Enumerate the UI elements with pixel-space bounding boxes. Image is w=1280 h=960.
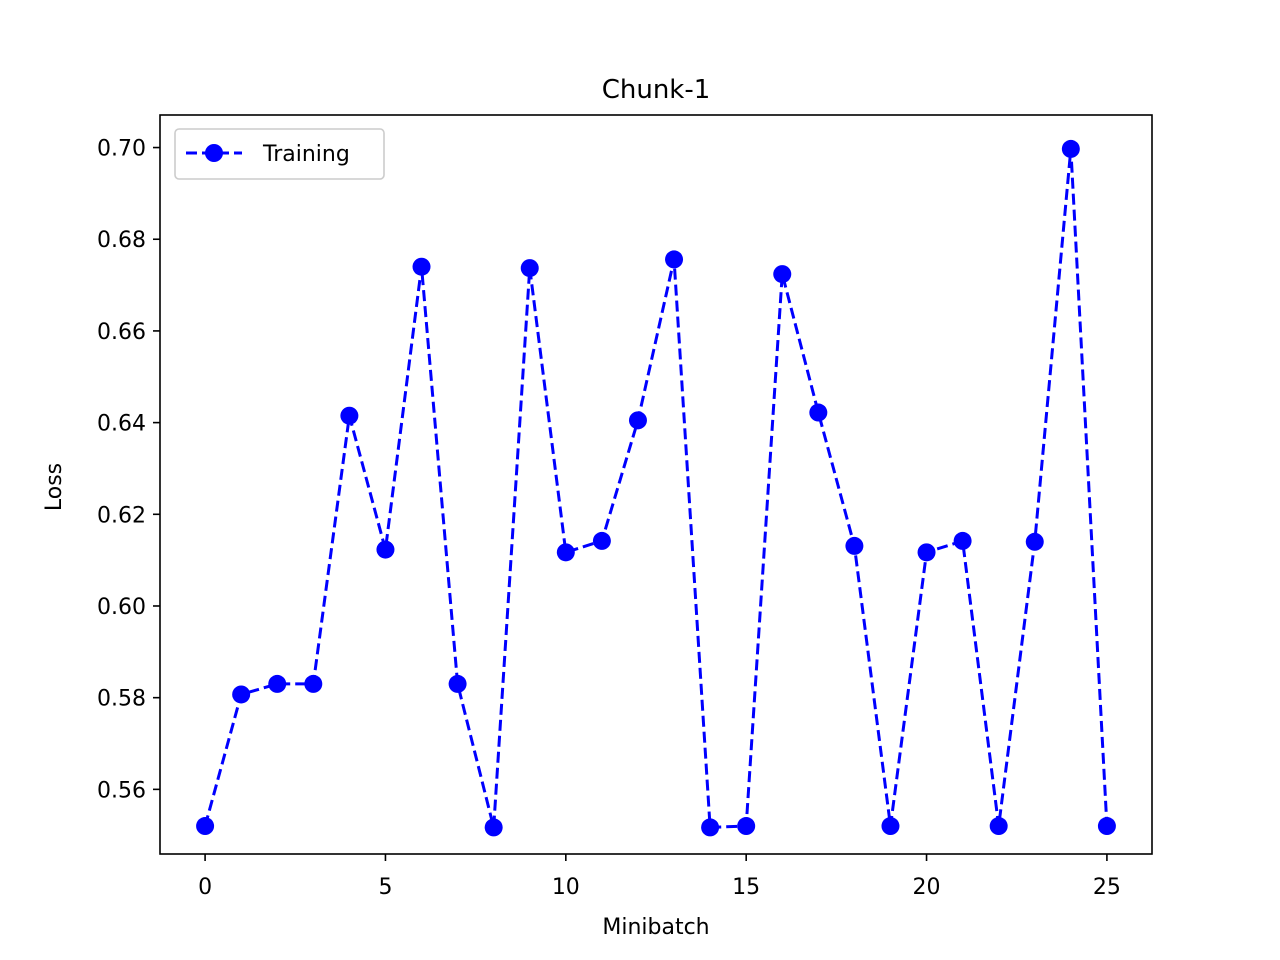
data-point (268, 674, 287, 693)
x-tick-label: 0 (198, 875, 212, 900)
data-point (484, 818, 503, 837)
data-point (665, 250, 684, 269)
y-axis: 0.56 0.58 0.60 0.62 0.64 0.66 0.68 0.70 (97, 137, 160, 803)
y-tick-label: 0.64 (97, 412, 146, 437)
data-point (773, 265, 792, 284)
x-tick-label: 10 (552, 875, 580, 900)
legend-box (174, 128, 385, 180)
plot-area (196, 139, 1116, 837)
data-point (628, 411, 647, 430)
x-tick-label: 25 (1093, 875, 1121, 900)
data-point (737, 817, 756, 836)
data-point (1025, 532, 1044, 551)
data-point (376, 540, 395, 559)
data-point (340, 406, 359, 425)
data-point (556, 543, 575, 562)
data-point (520, 259, 539, 278)
legend: Training (174, 128, 385, 180)
data-point (1097, 817, 1116, 836)
data-point (412, 257, 431, 276)
legend-marker-sample (205, 144, 223, 162)
chart-title: Chunk-1 (602, 75, 711, 105)
y-tick-label: 0.58 (97, 687, 146, 712)
x-tick-label: 20 (913, 875, 941, 900)
data-point (989, 817, 1008, 836)
data-point (196, 817, 215, 836)
axes-frame (159, 114, 1153, 855)
x-axis-label: Minibatch (602, 915, 709, 940)
data-point (881, 817, 900, 836)
y-tick-label: 0.68 (97, 228, 146, 253)
x-axis: 0 5 10 15 20 25 (198, 854, 1121, 900)
x-tick-label: 5 (378, 875, 392, 900)
data-point (701, 818, 720, 837)
y-tick-label: 0.60 (97, 595, 146, 620)
data-point (592, 531, 611, 550)
data-point (232, 685, 251, 704)
data-point (809, 403, 828, 422)
legend-entry-label: Training (262, 142, 350, 167)
data-point (448, 674, 467, 693)
x-tick-label: 15 (732, 875, 760, 900)
y-axis-label: Loss (42, 463, 67, 511)
data-point (953, 531, 972, 550)
y-tick-label: 0.70 (97, 137, 146, 162)
data-point (1061, 139, 1080, 158)
data-point (917, 543, 936, 562)
y-tick-label: 0.66 (97, 320, 146, 345)
y-tick-label: 0.62 (97, 503, 146, 528)
data-point (304, 674, 323, 693)
y-tick-label: 0.56 (97, 778, 146, 803)
data-point (845, 536, 864, 555)
